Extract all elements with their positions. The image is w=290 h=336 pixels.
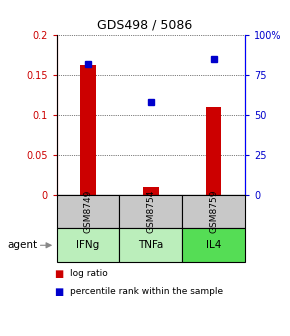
Text: GSM8749: GSM8749 — [84, 190, 93, 234]
Text: percentile rank within the sample: percentile rank within the sample — [70, 287, 223, 296]
Text: GSM8759: GSM8759 — [209, 190, 218, 234]
Bar — [206, 107, 222, 195]
Text: GDS498 / 5086: GDS498 / 5086 — [97, 18, 193, 32]
Bar — [143, 187, 159, 195]
Text: ■: ■ — [54, 269, 63, 279]
Text: log ratio: log ratio — [70, 269, 107, 278]
Text: TNFa: TNFa — [138, 240, 164, 250]
Text: GSM8754: GSM8754 — [146, 190, 155, 234]
Text: agent: agent — [7, 240, 37, 250]
Text: IFNg: IFNg — [76, 240, 99, 250]
Text: IL4: IL4 — [206, 240, 221, 250]
Text: ■: ■ — [54, 287, 63, 297]
Bar — [80, 65, 96, 195]
